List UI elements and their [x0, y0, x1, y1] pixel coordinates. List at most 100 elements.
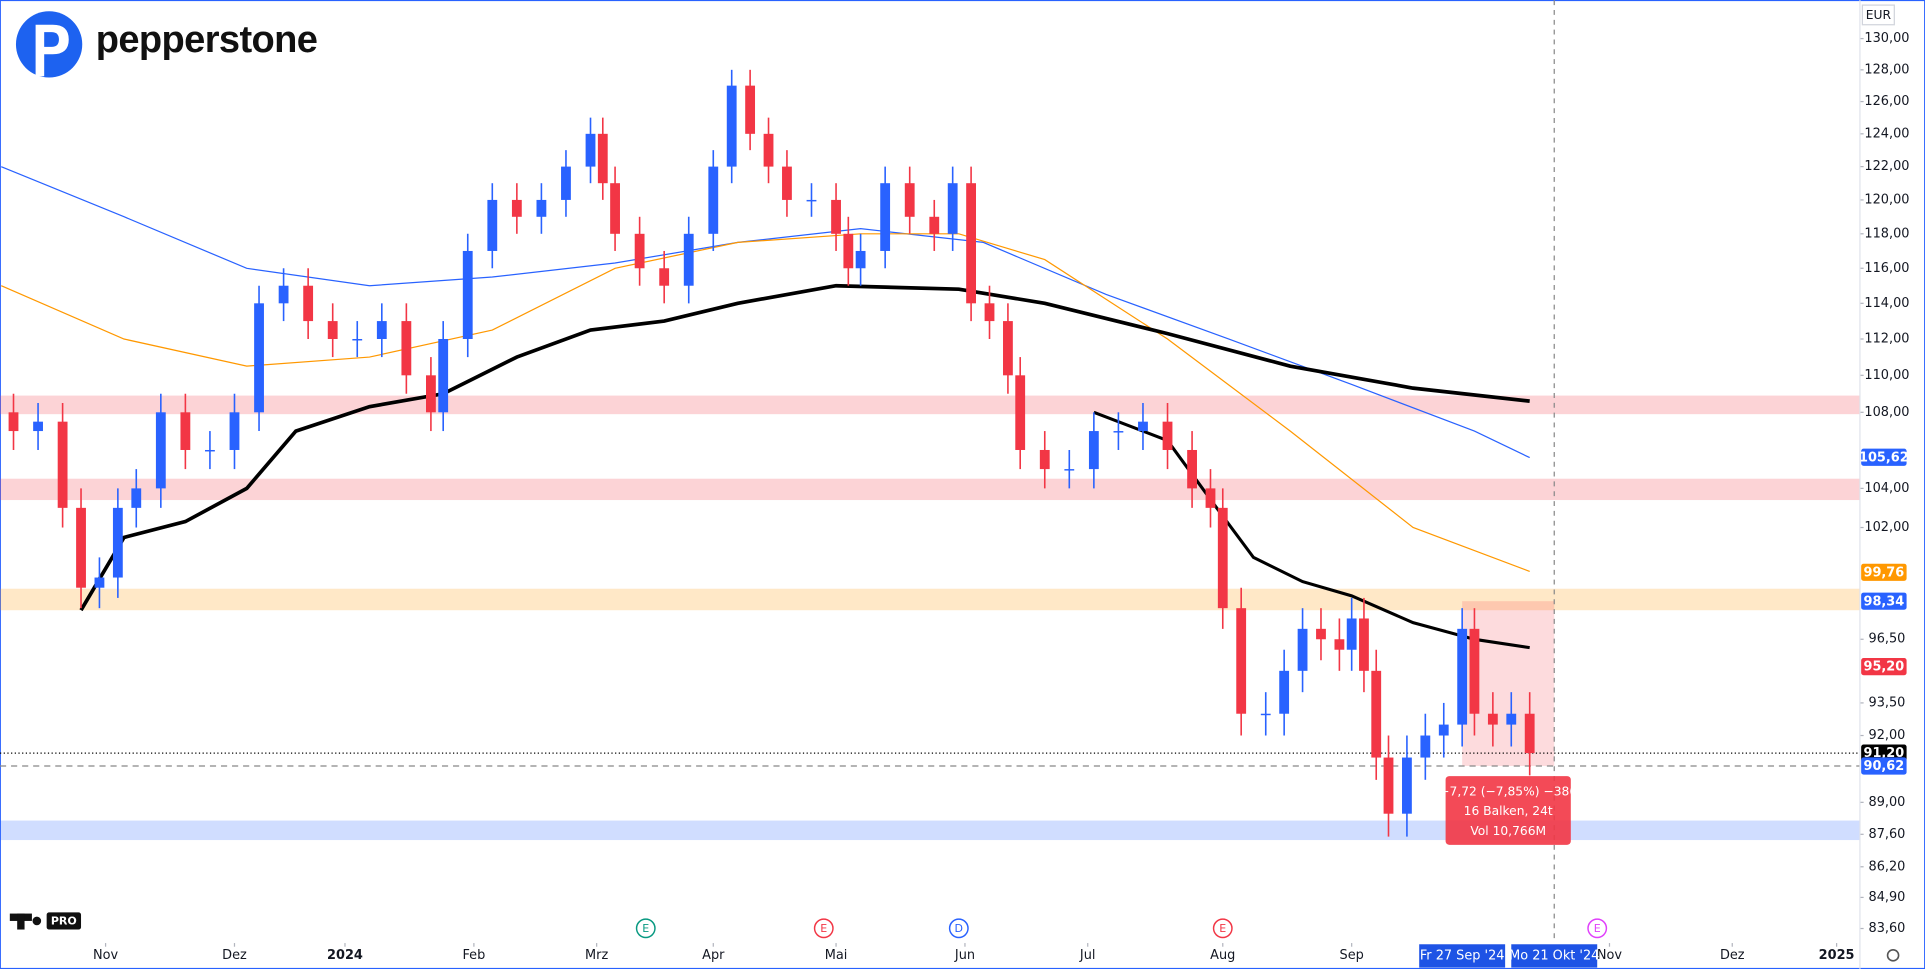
price-label-bg	[1861, 592, 1907, 610]
candle-body	[1187, 449, 1197, 489]
y-tick-label: 89,00	[1869, 795, 1906, 810]
candle-body	[708, 166, 719, 234]
candle-body	[1113, 431, 1124, 433]
x-tick-label: Aug	[1210, 948, 1235, 963]
candle-body	[1297, 628, 1308, 671]
candle-body	[904, 183, 915, 217]
candle-body	[1438, 724, 1449, 736]
zone	[0, 478, 1860, 501]
measure-text: −7,72 (−7,85%) −386	[1439, 785, 1577, 799]
price-label: 90,62	[1864, 759, 1905, 774]
x-tick-label: Mai	[825, 948, 848, 963]
y-tick-label: 86,20	[1869, 859, 1906, 874]
x-tick-label: Nov	[93, 948, 119, 963]
y-tick-label: 112,00	[1864, 331, 1909, 346]
candle-body	[1334, 639, 1345, 650]
indicator-line	[0, 166, 1530, 459]
candle-body	[1371, 670, 1382, 758]
watermark-mark	[32, 916, 42, 926]
x-tick-label: Dez	[1720, 948, 1745, 963]
candle-body	[1162, 421, 1173, 450]
zone	[0, 588, 1860, 611]
currency-box[interactable]	[1861, 4, 1895, 26]
watermark-mark	[17, 913, 25, 930]
currency[interactable]: EUR	[1866, 8, 1892, 22]
candle-body	[1346, 618, 1357, 650]
y-tick-label: 120,00	[1864, 192, 1909, 207]
candle-body	[745, 85, 756, 134]
candle-body	[806, 199, 817, 202]
settings-icon[interactable]	[1886, 948, 1900, 962]
candle-body	[180, 412, 191, 450]
candle-body	[1260, 713, 1271, 716]
price-label: 99,76	[1864, 565, 1905, 580]
watermark-text: PRO	[51, 915, 77, 928]
y-tick-label: 87,60	[1869, 827, 1906, 842]
y-tick-label: 114,00	[1864, 296, 1909, 311]
y-tick-label: 128,00	[1864, 62, 1909, 77]
candle-body	[1279, 670, 1290, 714]
x-tick-label: 2025	[1819, 948, 1855, 963]
event-label: D	[955, 922, 964, 935]
y-tick-label: 118,00	[1864, 226, 1909, 241]
candle-body	[782, 166, 792, 200]
measure-tooltip	[1445, 776, 1571, 845]
x-tick-label: Sep	[1340, 948, 1364, 963]
candle-body	[585, 133, 596, 167]
candle-body	[155, 412, 166, 489]
event-label: E	[1219, 922, 1226, 935]
x-tick-label: 2024	[327, 948, 363, 963]
price-label-bg	[1861, 448, 1907, 466]
crosshair-label: Mo 21 Okt '24	[1509, 948, 1599, 963]
candle-body	[966, 183, 977, 304]
event-label: E	[1594, 922, 1601, 935]
candle-body	[1487, 713, 1498, 725]
candle-body	[610, 183, 620, 234]
indicator-line	[0, 233, 1530, 572]
candle-body	[1469, 628, 1480, 714]
y-tick-label: 84,90	[1869, 890, 1906, 905]
candle-body	[462, 250, 473, 339]
candle-body	[1217, 507, 1228, 609]
candle-body	[763, 133, 774, 167]
x-tick-label: Mrz	[585, 948, 608, 963]
candle-body	[1205, 488, 1216, 508]
x-tick-label: Jul	[1079, 948, 1096, 963]
zone	[0, 395, 1860, 415]
candle-body	[426, 375, 436, 413]
x-tick-label: Jun	[954, 948, 975, 963]
candle-body	[843, 233, 854, 269]
logo-letter	[35, 24, 69, 77]
watermark-badge	[46, 912, 82, 930]
candle-body	[880, 183, 891, 251]
measure-text: Vol 10,766M	[1470, 824, 1546, 838]
candle-body	[1316, 628, 1326, 640]
candle-body	[131, 488, 142, 508]
y-tick-label: 93,50	[1869, 695, 1906, 710]
candle-body	[352, 338, 363, 341]
measure-text: 16 Balken, 24t	[1464, 804, 1553, 818]
logo-letter-hole	[44, 32, 59, 47]
candle-body	[57, 421, 68, 508]
event-marker	[1212, 918, 1233, 939]
y-tick-label: 124,00	[1864, 126, 1909, 141]
price-label: 95,20	[1864, 660, 1905, 675]
event-label: E	[820, 922, 827, 935]
candle-body	[401, 321, 412, 376]
candle-body	[1236, 608, 1247, 714]
candle-body	[1524, 713, 1535, 754]
x-tick-label: Apr	[702, 948, 725, 963]
zone	[0, 820, 1860, 841]
price-label-bg	[1861, 563, 1907, 581]
y-tick-label: 126,00	[1864, 94, 1909, 109]
event-marker	[813, 918, 834, 939]
price-label-bg	[1861, 658, 1907, 676]
logo: pepperstone	[15, 11, 318, 78]
candle-body	[1457, 628, 1468, 725]
candle-body	[278, 285, 289, 304]
x-tick-label: Dez	[222, 948, 247, 963]
candle-body	[634, 233, 645, 269]
candle-body	[438, 338, 449, 413]
